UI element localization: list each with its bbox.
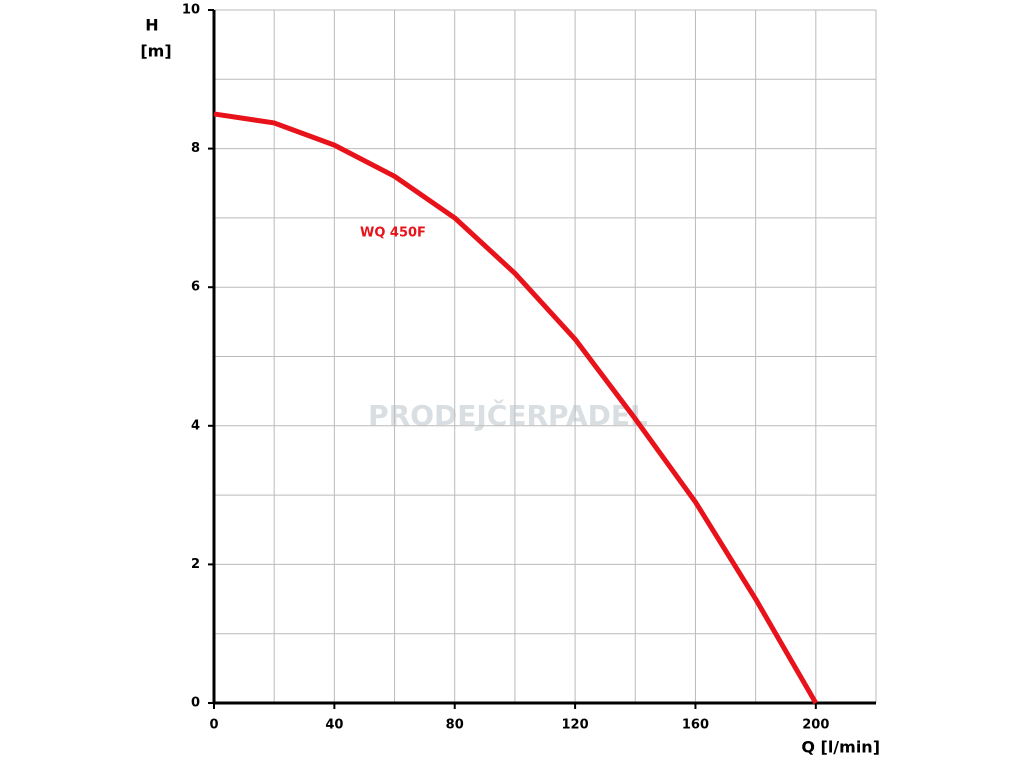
y-tick-label: 6: [191, 280, 200, 295]
y-tick-label: 0: [191, 696, 200, 711]
x-tick-label: 160: [682, 718, 709, 733]
y-tick-label: 2: [191, 557, 200, 572]
y-tick-label: 8: [191, 141, 200, 156]
y-tick-label: 10: [182, 3, 200, 18]
x-tick-label: 0: [209, 718, 218, 733]
y-tick-label: 4: [191, 418, 200, 433]
y-axis-label: H: [145, 16, 158, 35]
x-tick-label: 200: [802, 718, 829, 733]
x-tick-label: 120: [562, 718, 589, 733]
series-label: WQ 450F: [360, 226, 426, 241]
pump-curve: [213, 111, 818, 705]
x-tick-label: 40: [325, 718, 343, 733]
x-axis-label: Q [l/min]: [801, 738, 880, 757]
x-tick-label: 80: [446, 718, 464, 733]
y-axis-unit: [m]: [140, 42, 171, 61]
watermark: PRODEJČERPADEL: [368, 398, 648, 432]
